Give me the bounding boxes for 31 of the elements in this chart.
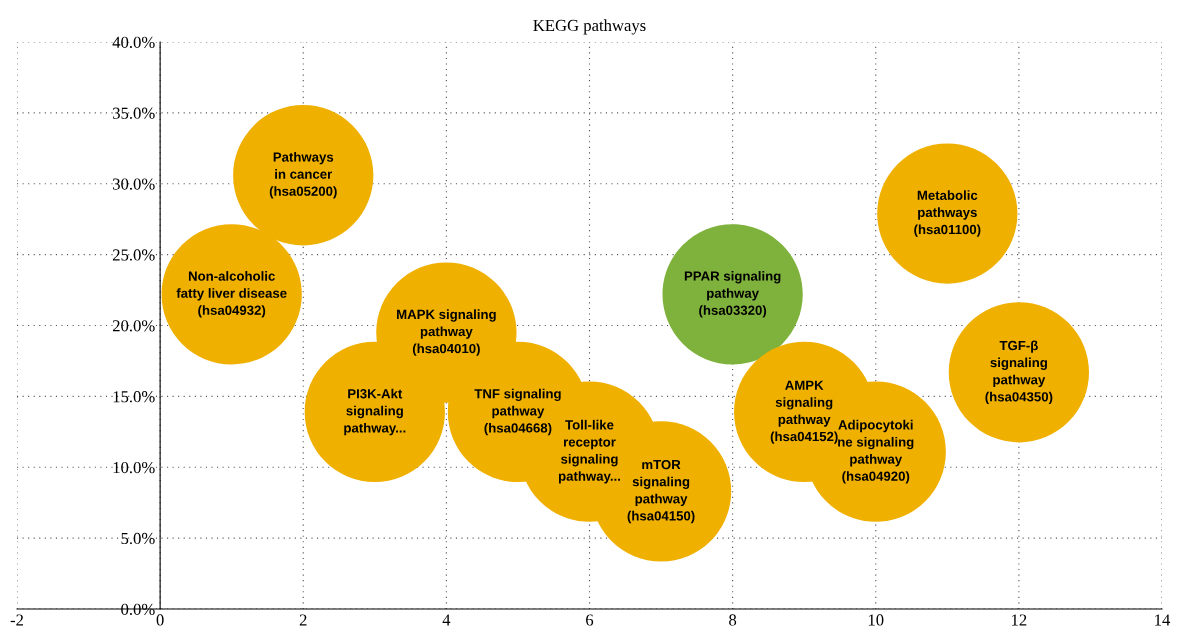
data-label: TGF-β signaling pathway (hsa04350) xyxy=(985,340,1053,405)
x-tick-label: 14 xyxy=(1155,614,1171,626)
y-tick-label: 0.0% xyxy=(121,603,155,616)
y-tick-label: 25.0% xyxy=(112,249,155,261)
data-label: Adipocytoki ne signaling pathway (hsa04920) xyxy=(838,419,914,484)
y-tick-label: 10.0% xyxy=(113,461,155,474)
x-tick-label: 12 xyxy=(1012,614,1027,626)
data-label: Pathways in cancer (hsa05200) xyxy=(269,152,337,199)
x-tick-label: 2 xyxy=(299,614,307,626)
data-label: mTOR signaling pathway (hsa04150) xyxy=(627,459,695,524)
x-tick-label: 4 xyxy=(442,614,451,626)
x-tick-label: 6 xyxy=(586,614,594,626)
y-tick-label: 35.0% xyxy=(113,107,155,119)
chart-title: KEGG pathways xyxy=(533,19,646,35)
x-tick-label: 8 xyxy=(729,614,737,626)
y-tick-label: 20.0% xyxy=(112,320,155,332)
y-tick-label: 5.0% xyxy=(121,532,155,545)
x-tick-label: 10 xyxy=(868,614,884,626)
y-tick-label: 30.0% xyxy=(113,178,155,190)
data-label: PI3K-Akt signaling pathway... xyxy=(344,388,406,436)
data-label: Toll-like receptor signaling pathway... xyxy=(558,419,620,484)
data-label: Metabolic pathways (hsa01100) xyxy=(914,190,981,237)
x-tick-label: -2 xyxy=(10,614,24,626)
data-label: TNF signaling pathway (hsa04668) xyxy=(474,388,561,436)
data-label: Non-alcoholic fatty liver disease (hsa04932) xyxy=(176,271,287,318)
data-label: MAPK signaling pathway (hsa04010) xyxy=(397,309,496,356)
x-tick-label: 0 xyxy=(156,614,164,626)
data-label: PPAR signaling pathway (hsa03320) xyxy=(684,271,781,318)
data-label: AMPK signaling pathway (hsa04152) xyxy=(770,380,838,444)
y-tick-label: 15.0% xyxy=(113,391,155,403)
y-tick-label: 40.0% xyxy=(112,36,155,49)
